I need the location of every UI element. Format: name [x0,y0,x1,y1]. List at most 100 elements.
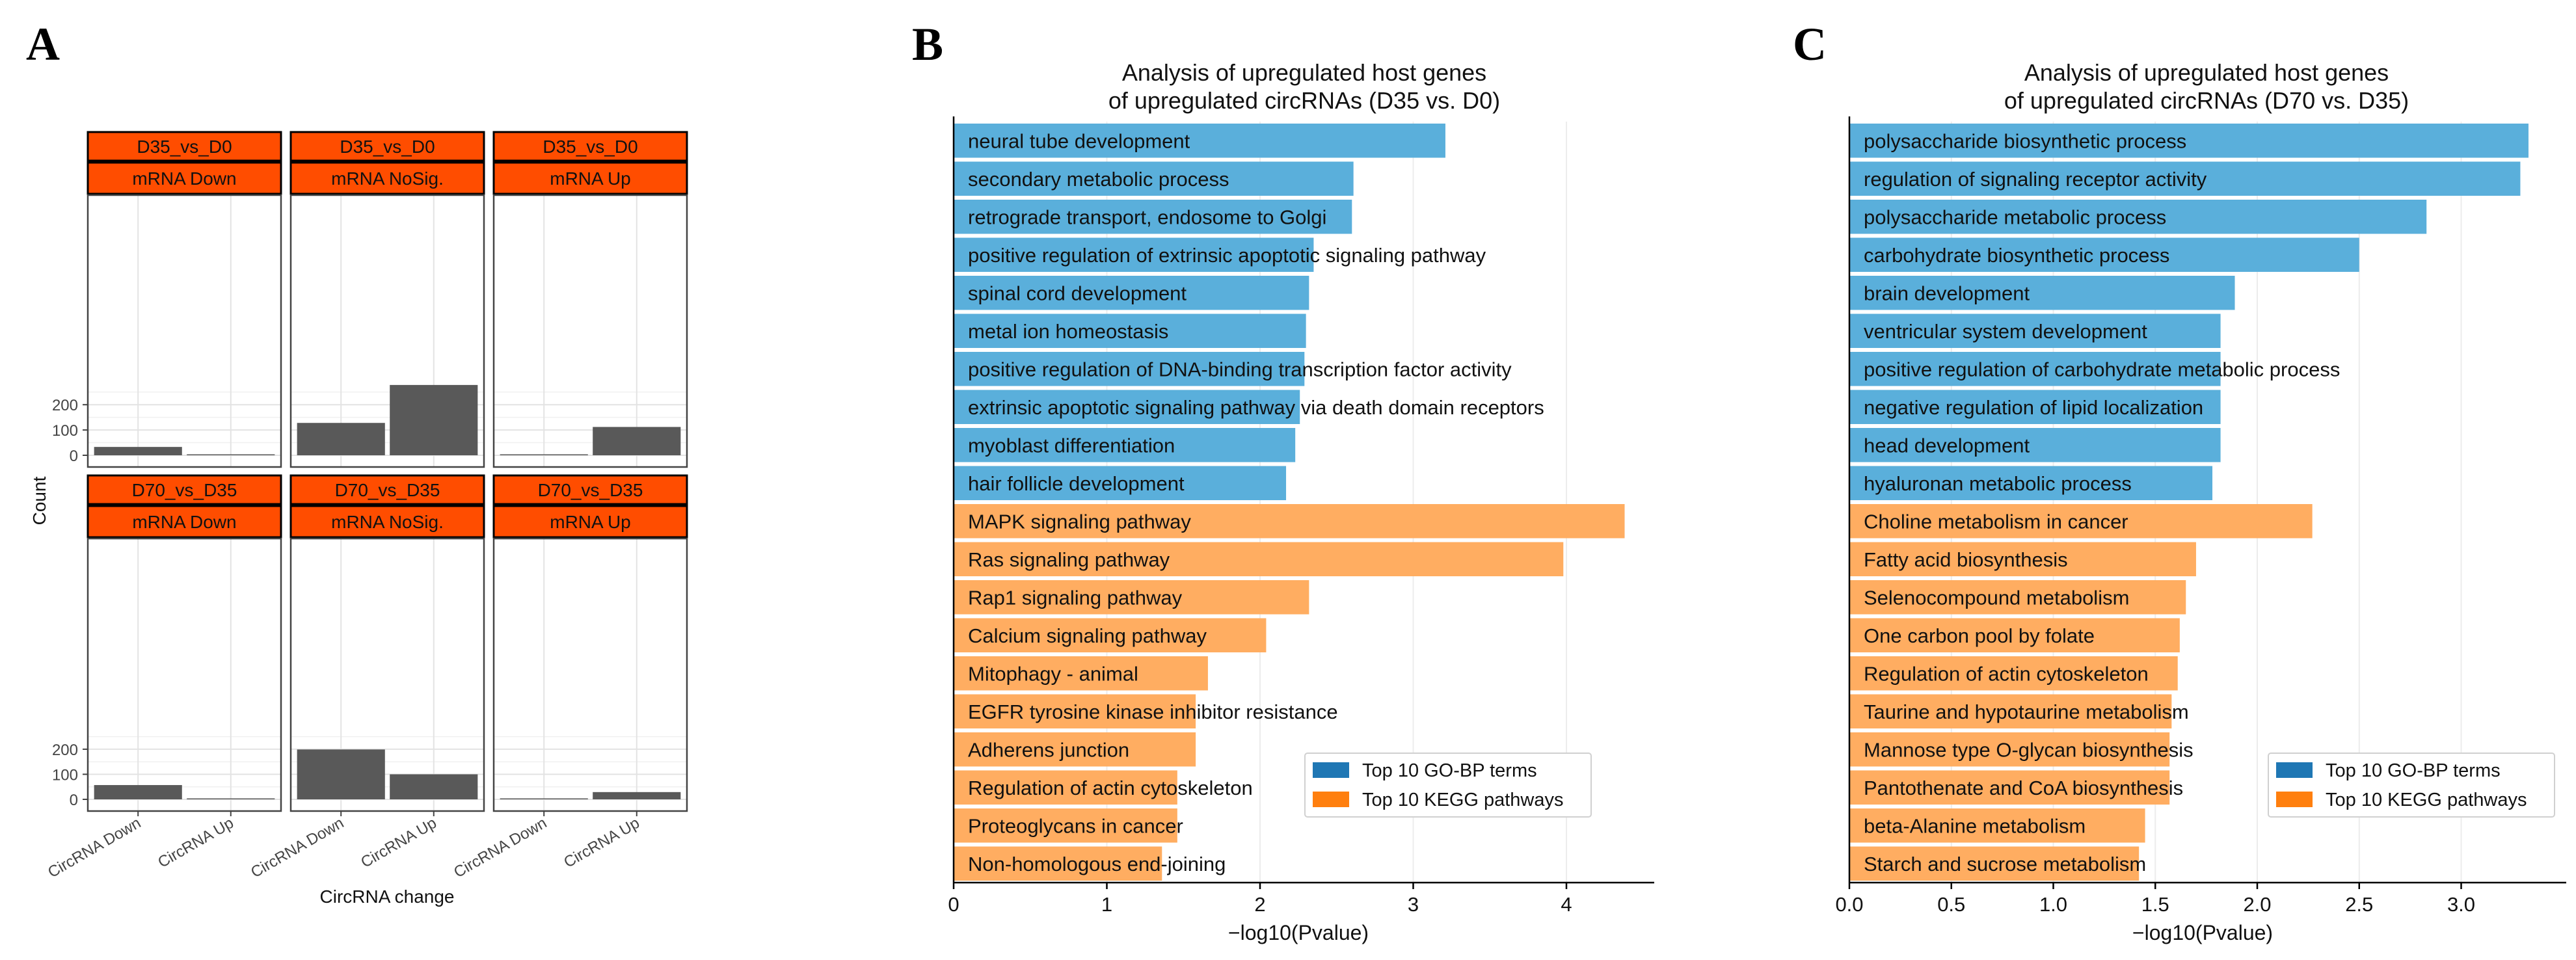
bar-circrna-down [94,447,182,455]
legend-swatch-kegg [2276,792,2313,807]
facet-panel-border [289,537,485,812]
bar-go [954,200,1352,234]
facet-strip-row-label: D70_vs_D35 [335,480,440,500]
bar-label: One carbon pool by folate [1864,624,2095,647]
bar-circrna-down [297,423,385,455]
panel-label-a: A [26,18,60,70]
x-axis-label: −log10(Pvalue) [2132,921,2273,944]
facet-panel-background [88,539,281,811]
facet-panel-border [87,537,282,812]
facet-strip-col [492,161,688,195]
bar-label: Ras signaling pathway [968,548,1170,571]
bar-label: beta-Alanine metabolism [1864,814,2086,837]
facet-panel-background [88,195,281,467]
bar-go [1849,466,2213,500]
facet-strip-row [492,474,688,505]
x-tick-label: CircRNA Up [358,814,440,872]
facet-strip-col-label: mRNA Up [550,512,630,532]
y-tick-label: 100 [52,766,78,784]
bar-go [954,237,1314,272]
panel-label-b: B [912,18,943,70]
bar-label: polysaccharide biosynthetic process [1864,129,2186,152]
bar-label: metal ion homeostasis [968,320,1168,343]
facet-strip-row-label: D70_vs_D35 [132,480,237,500]
bar-label: Rap1 signaling pathway [968,586,1183,609]
bar-go [954,313,1306,348]
bar-label: Mitophagy - animal [968,662,1138,685]
bar-go [954,352,1305,386]
facet-strip-col [87,161,282,195]
facet-strip-row [492,131,688,162]
bar-label: ventricular system development [1864,320,2147,343]
bar-label: regulation of signaling receptor activit… [1864,168,2207,191]
x-tick-label: CircRNA Down [451,814,550,881]
facet-strip-col [492,505,688,539]
bar-go [1849,124,2529,158]
legend-label-go: Top 10 GO-BP terms [2326,760,2501,781]
bar-label: Selenocompound metabolism [1864,586,2129,609]
bar-label: secondary metabolic process [968,168,1229,191]
x-tick-label: 1 [1101,893,1112,916]
bar-label: polysaccharide metabolic process [1864,206,2166,228]
legend-label-go: Top 10 GO-BP terms [1362,760,1537,781]
bar-go [954,124,1445,158]
bar-label: Regulation of actin cytoskeleton [1864,662,2149,685]
facet-panel-background [494,195,687,467]
facet-strip-col [87,505,282,539]
bar-kegg [1849,694,2172,728]
bar-kegg [1849,732,2170,767]
y-tick-label: 200 [52,397,78,414]
bar-label: Starch and sucrose metabolism [1864,853,2146,875]
bar-kegg [954,694,1196,728]
bar-label: hyaluronan metabolic process [1864,472,2132,495]
bar-kegg [1849,808,2145,843]
bar-go [954,466,1287,500]
facet-panel-border [87,194,282,468]
panel-label-c: C [1793,18,1827,70]
bar-label: hair follicle development [968,472,1185,495]
bar-label: EGFR tyrosine kinase inhibitor resistanc… [968,700,1338,723]
chart-title-line1: Analysis of upregulated host genes [2024,59,2389,86]
bar-label: Choline metabolism in cancer [1864,510,2128,533]
bar-label: negative regulation of lipid localizatio… [1864,396,2203,419]
facet-strip-row [289,474,485,505]
legend-swatch-go [1313,762,1349,778]
bar-label: Fatty acid biosynthesis [1864,548,2068,571]
bar-label: Pantothenate and CoA biosynthesis [1864,777,2183,799]
bar-kegg [954,770,1177,805]
x-tick-label: 2.5 [2345,893,2373,916]
bar-circrna-down [297,749,385,799]
x-tick-label: 3.0 [2447,893,2475,916]
bar-kegg [1849,618,2180,652]
bar-kegg [1849,504,2313,539]
bar-kegg [954,504,1625,539]
facet-strip-col [289,161,485,195]
bar-kegg [1849,580,2186,615]
x-tick-label: CircRNA Down [45,814,144,881]
facet-strip-row-label: D35_vs_D0 [543,137,637,157]
facet-strip-row [87,131,282,162]
bar-go [1849,313,2221,348]
chart-title-line2: of upregulated circRNAs (D35 vs. D0) [1108,87,1500,114]
bar-kegg [954,732,1196,767]
bar-go [1849,276,2235,310]
y-tick-label: 0 [70,447,78,465]
bar-label: extrinsic apoptotic signaling pathway vi… [968,396,1544,419]
facet-strip-row-label: D70_vs_D35 [538,480,643,500]
facet-strip-row-label: D35_vs_D0 [340,137,435,157]
bar-go [1849,161,2521,196]
bar-go [1849,428,2221,462]
facet-panel-border [492,194,688,468]
bar-go [954,276,1309,310]
bar-go [954,161,1354,196]
facet-strip-row [289,131,485,162]
bar-label: retrograde transport, endosome to Golgi [968,206,1326,228]
bar-label: Calcium signaling pathway [968,624,1207,647]
x-tick-label: CircRNA Down [248,814,347,881]
bar-go [1849,390,2221,424]
bar-kegg [954,542,1564,576]
x-tick-label: 1.0 [2039,893,2067,916]
bar-label: carbohydrate biosynthetic process [1864,244,2169,267]
